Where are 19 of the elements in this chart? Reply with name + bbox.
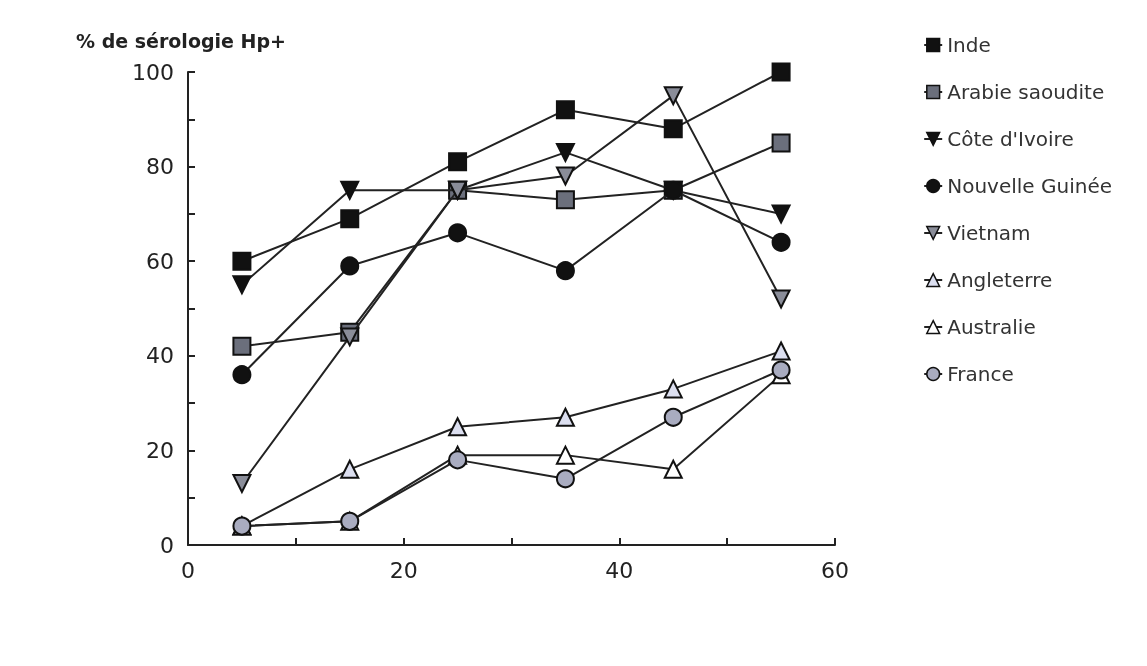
legend-label: Angleterre [947,268,1053,292]
y-tick-label: 60 [146,248,174,274]
legend-label: Nouvelle Guinée [947,174,1113,198]
y-tick-label: 80 [146,154,174,180]
x-tick-label: 0 [181,557,195,583]
y-tick-label: 20 [146,437,174,463]
legend-label: Inde [947,33,991,57]
legend-label: France [947,362,1014,386]
legend-label: Arabie saoudite [947,80,1105,104]
x-tick-label: 20 [389,557,418,583]
x-tick-label: 40 [605,557,634,583]
y-tick-label: 40 [146,343,174,369]
legend-label: Côte d'Ivoire [947,127,1074,151]
x-tick-label: 60 [821,557,849,583]
legend-label: Australie [947,315,1036,339]
y-axis-title: % de sérologie Hp+ [76,29,286,52]
legend-label: Vietnam [947,221,1031,245]
y-tick-label: 0 [160,532,174,558]
y-tick-label: 100 [132,59,174,85]
